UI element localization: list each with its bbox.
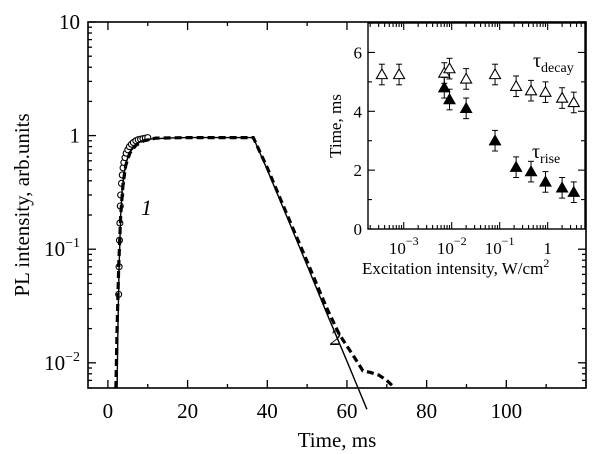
y-tick-label: 10−1 xyxy=(44,236,80,261)
inset-y-axis-title: Time, ms xyxy=(326,94,345,158)
tau-rise-point xyxy=(539,175,552,187)
x-tick-label: 0 xyxy=(103,399,114,423)
tau-rise-point xyxy=(443,92,456,105)
tau-rise-label: τrise xyxy=(532,141,560,167)
tau-decay-point xyxy=(509,79,523,91)
x-tick-label: 20 xyxy=(177,399,198,423)
inset-tick-labels: 10−3 10−2 10−1 1 0 2 4 6 xyxy=(354,43,552,258)
inset-x-tick-label: 10−1 xyxy=(485,234,515,258)
tau-decay-point xyxy=(375,67,389,80)
tau-decay-label: τdecay xyxy=(533,50,574,76)
tau-decay-point xyxy=(567,95,581,108)
inset-x-tick-label: 1 xyxy=(543,239,552,258)
tau-decay-point xyxy=(392,67,406,80)
tau-rise-point xyxy=(567,185,581,197)
inset-y-tick-label: 0 xyxy=(354,220,363,239)
tau-decay-point xyxy=(459,72,473,84)
tau-decay-point xyxy=(555,91,569,103)
tau-rise-point xyxy=(555,181,569,193)
dashed-series-line xyxy=(114,136,396,390)
tau-decay-point xyxy=(524,84,538,96)
inset-series xyxy=(375,57,581,204)
tau-decay-point xyxy=(443,62,456,74)
inset-ticks xyxy=(368,22,586,230)
main-y-axis-title: PL intensity, arb.units xyxy=(10,113,34,296)
x-tick-label: 60 xyxy=(336,399,357,423)
tau-rise-point xyxy=(509,160,523,172)
x-tick-label: 40 xyxy=(257,399,278,423)
x-tick-label: 100 xyxy=(491,399,523,423)
inset-x-tick-label: 10−2 xyxy=(437,234,467,258)
inset-x-axis-title: Excitation intensity, W/cm2 xyxy=(362,256,549,278)
curve-2-line xyxy=(116,136,368,410)
inset-y-tick-label: 4 xyxy=(354,102,363,121)
y-tick-label: 10−2 xyxy=(44,350,80,375)
y-tick-label: 10 xyxy=(59,10,80,34)
tau-rise-point xyxy=(524,165,538,177)
inset-y-tick-label: 6 xyxy=(354,43,363,62)
inset-plot-frame xyxy=(367,22,586,230)
tau-decay-point xyxy=(488,67,502,80)
main-x-axis-title: Time, ms xyxy=(298,428,377,452)
inset-x-tick-label: 10−3 xyxy=(389,234,419,258)
inset-y-tick-label: 2 xyxy=(354,161,363,180)
tau-decay-point xyxy=(539,85,552,97)
y-tick-label: 1 xyxy=(70,124,81,148)
inset-background xyxy=(368,23,585,229)
tau-rise-point xyxy=(488,134,502,146)
curve-label-1: 1 xyxy=(141,195,152,220)
curve-label-2: 2 xyxy=(330,325,341,350)
x-tick-label: 80 xyxy=(416,399,437,423)
inset-chart: 10−3 10−2 10−1 1 0 2 4 6 Time, ms Excitation in… xyxy=(326,22,586,278)
tau-rise-point xyxy=(459,101,473,114)
main-series xyxy=(114,134,396,410)
main-plot-frame xyxy=(87,21,587,389)
